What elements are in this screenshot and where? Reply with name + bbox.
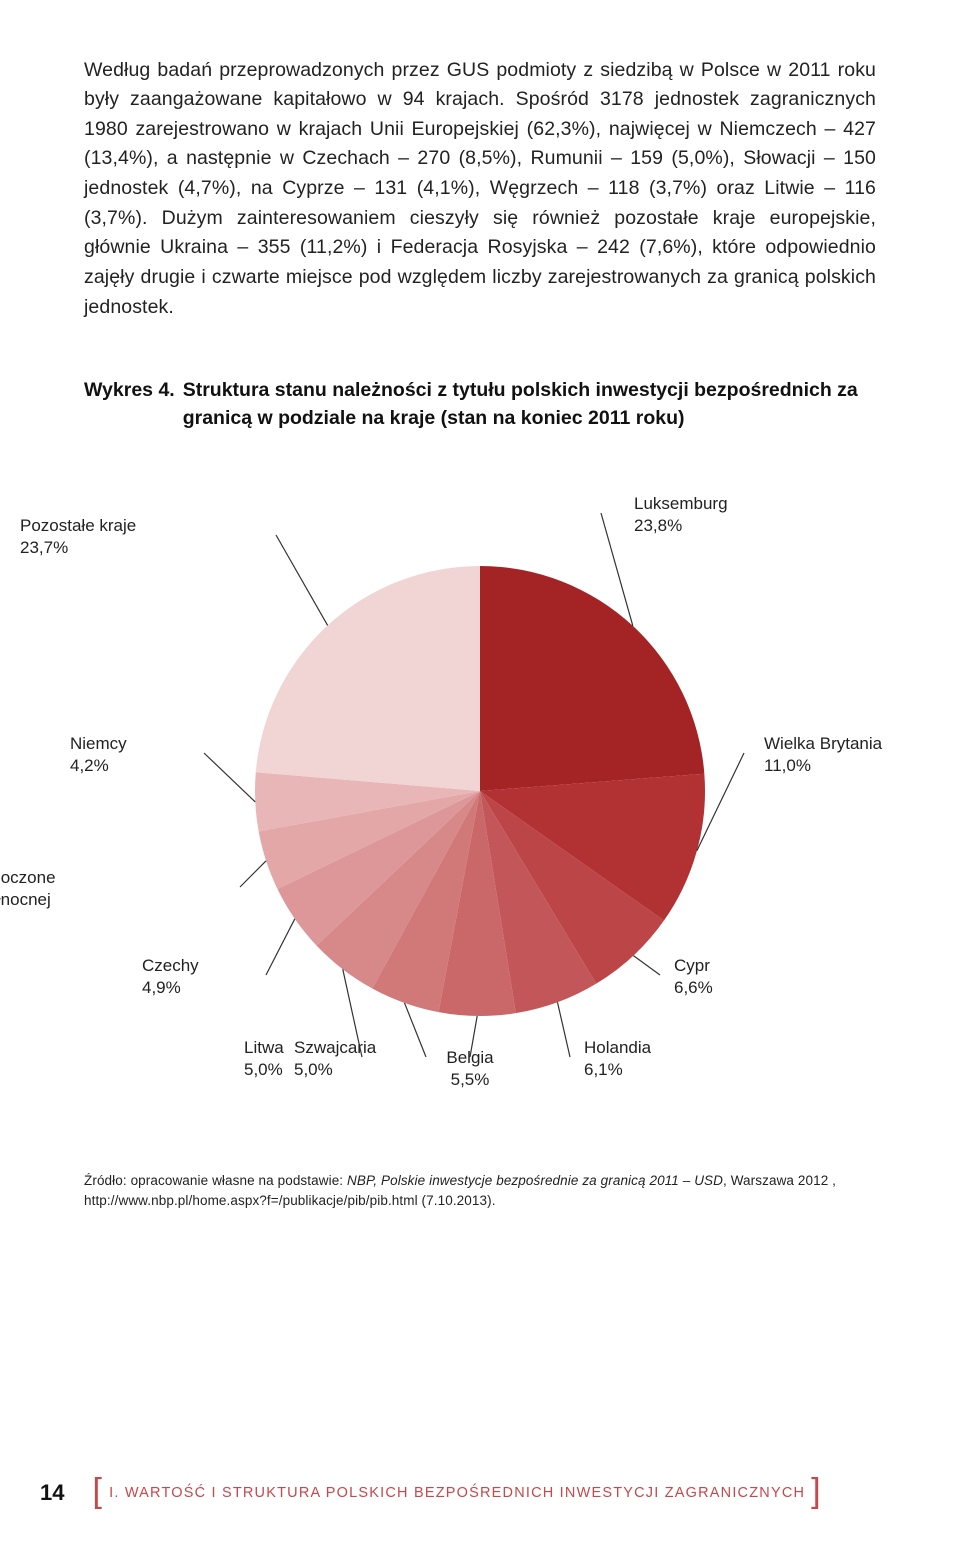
pie-callout: Pozostałe kraje23,7% (20, 515, 136, 559)
leader-line (405, 1003, 426, 1057)
pie-slice (256, 566, 480, 791)
pie-callout: Litwa5,0% (244, 1037, 284, 1081)
source-italic: NBP, Polskie inwestycje bezpośrednie za … (347, 1173, 723, 1188)
chart-title: Wykres 4. Struktura stanu należności z t… (84, 376, 876, 433)
pie-callout: Luksemburg23,8% (634, 493, 728, 537)
section-label: [ I. WARTOŚĆ I STRUKTURA POLSKICH BEZPOŚ… (92, 1485, 821, 1501)
footer: 14 [ I. WARTOŚĆ I STRUKTURA POLSKICH BEZ… (40, 1480, 876, 1506)
pie-callout: Cypr6,6% (674, 955, 713, 999)
body-paragraph: Według badań przeprowadzonych przez GUS … (84, 56, 876, 323)
pie-callout: Stany ZjednoczoneAmeryki Północnej4,3% (0, 867, 56, 933)
pie-callout: Belgia5,5% (446, 1047, 493, 1091)
pie-callout: Niemcy4,2% (70, 733, 127, 777)
leader-line (204, 753, 255, 802)
leader-line (240, 860, 266, 886)
section-label-text: I. WARTOŚĆ I STRUKTURA POLSKICH BEZPOŚRE… (109, 1485, 805, 1501)
chart-title-rest: Struktura stanu należności z tytułu pols… (183, 376, 876, 433)
pie-callout: Wielka Brytania11,0% (764, 733, 882, 777)
leader-line (633, 955, 660, 974)
pie-callout: Szwajcaria5,0% (294, 1037, 376, 1081)
pie-slice (480, 566, 704, 791)
leader-line (276, 535, 328, 625)
source-line: Źródło: opracowanie własne na podstawie:… (84, 1171, 876, 1212)
pie-callout: Czechy4,9% (142, 955, 199, 999)
pie-callout: Holandia6,1% (584, 1037, 651, 1081)
pie-chart: Luksemburg23,8%Wielka Brytania11,0%Cypr6… (84, 461, 876, 1101)
chart-title-lead: Wykres 4. (84, 376, 183, 433)
leader-line (557, 1002, 570, 1057)
source-prefix: Źródło: opracowanie własne na podstawie: (84, 1173, 347, 1188)
leader-line (266, 918, 295, 974)
page-number: 14 (40, 1480, 64, 1506)
